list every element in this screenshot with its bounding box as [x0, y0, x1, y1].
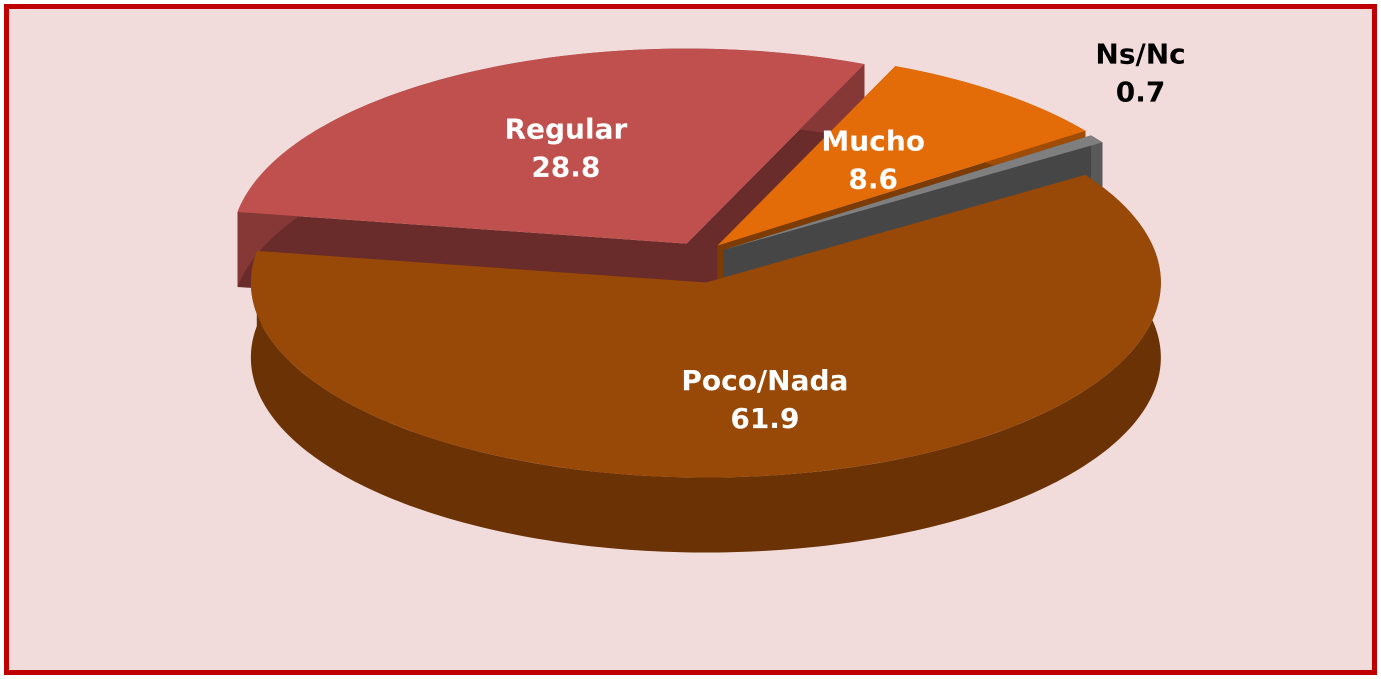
pie-slice: [723, 135, 1103, 251]
pie-labels: Poco/Nada 61.9 Regular 28.8 Mucho 8.6 Ns/Nc 0.7: [504, 38, 1185, 435]
pie-tops: [237, 48, 1161, 478]
slice-label-name: Poco/Nada: [681, 364, 848, 397]
slice-wall: [250, 174, 1161, 553]
slice-label-value: 28.8: [531, 151, 600, 184]
slice-label-value: 0.7: [1116, 76, 1166, 109]
slice-label-name: Ns/Nc: [1095, 38, 1185, 71]
slice-label-value: 8.6: [848, 163, 898, 196]
pie-slice: [717, 66, 1086, 246]
slice-label-value: 61.9: [730, 402, 799, 435]
pie-slice: [237, 48, 865, 244]
pie-slice: [250, 174, 1161, 478]
slice-label-name: Regular: [504, 113, 627, 146]
slice-label-name: Mucho: [821, 125, 925, 158]
